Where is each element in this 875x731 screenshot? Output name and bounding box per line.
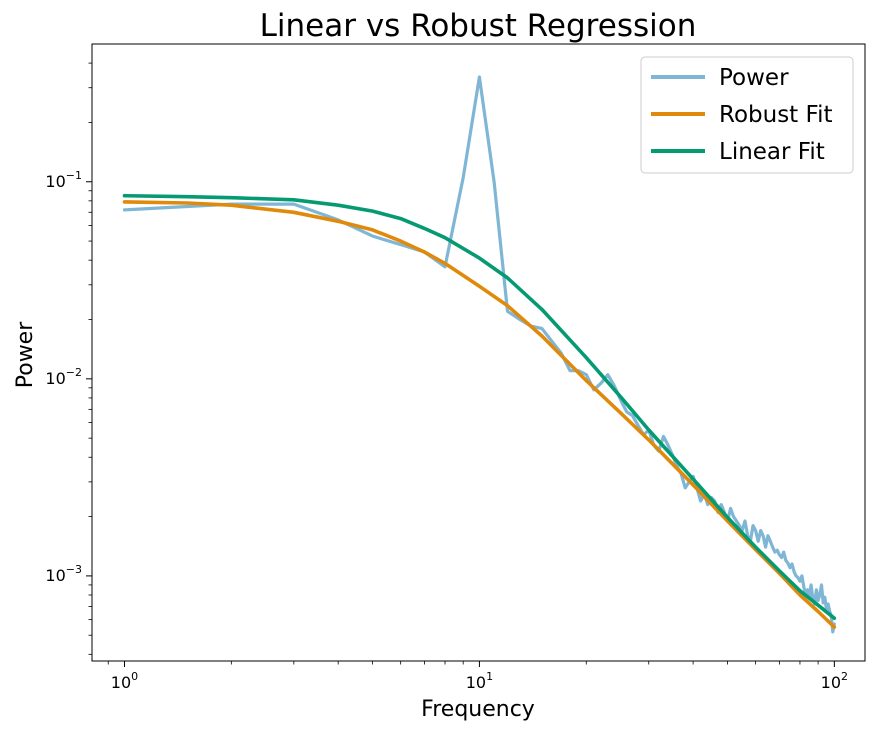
y-tick-label: 10−1 [45,169,82,191]
axes-frame [91,43,866,662]
chart-title: Linear vs Robust Regression [260,8,697,44]
x-axis-label: Frequency [421,697,535,722]
y-axis-label: Power [13,321,38,388]
legend: Power Robust Fit Linear Fit [640,56,854,174]
plot-area [91,43,866,662]
y-tick-label: 10−3 [45,563,82,585]
legend-label-power: Power [719,65,789,91]
y-tick-label: 10−2 [45,366,82,388]
legend-label-linear-fit: Linear Fit [719,139,825,165]
x-tick-label: 100 [111,670,138,692]
x-tick-label: 101 [466,670,493,692]
series-layer [122,75,837,634]
legend-box [640,56,854,174]
axis-ticks: 100 101 102 10−3 10−2 10−1 [45,62,848,692]
series-line-robust-fit [122,200,837,629]
legend-label-robust-fit: Robust Fit [719,102,832,128]
x-tick-label: 102 [821,670,848,692]
series-line-linear-fit [122,193,837,621]
